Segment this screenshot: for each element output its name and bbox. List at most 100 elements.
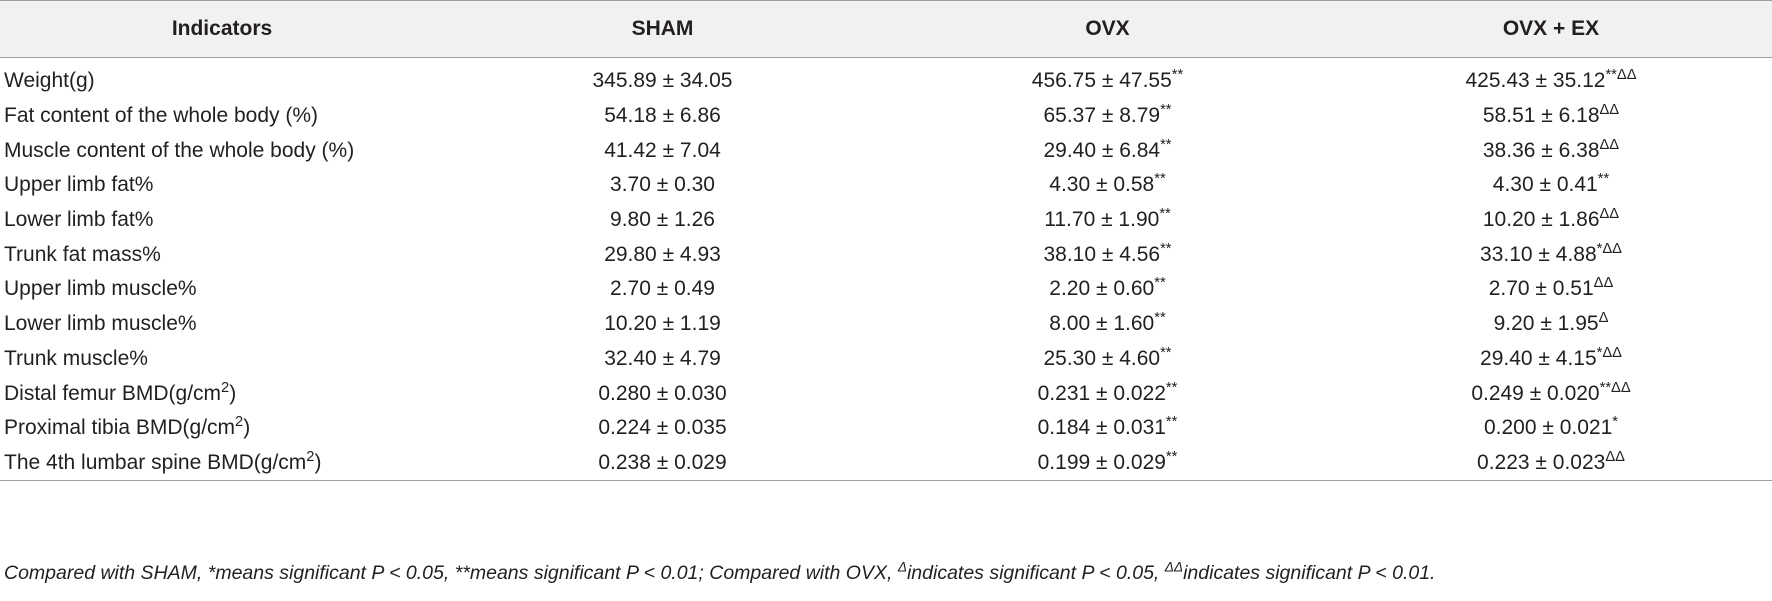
sham-value: 41.42 ± 7.04 <box>604 138 721 162</box>
ovx-ex-value-cell: 0.249 ± 0.020**ΔΔ <box>1330 376 1772 411</box>
sham-value-cell: 345.89 ± 34.05 <box>440 58 885 99</box>
significance-marker: ** <box>1160 136 1172 153</box>
ovx-value-cell: 456.75 ± 47.55** <box>885 58 1330 99</box>
ovx-ex-value-cell: 10.20 ± 1.86ΔΔ <box>1330 203 1772 238</box>
ovx-value: 11.70 ± 1.90 <box>1044 208 1160 232</box>
table-body: Weight(g) 345.89 ± 34.05 456.75 ± 47.55** 4… <box>0 58 1772 482</box>
ovx-ex-value-cell: 4.30 ± 0.41** <box>1330 168 1772 203</box>
column-header-sham: SHAM <box>440 0 885 58</box>
indicator-cell: Fat content of the whole body (%) <box>0 99 440 134</box>
significance-marker: **ΔΔ <box>1605 67 1637 84</box>
ovx-ex-value: 33.10 ± 4.88 <box>1480 242 1597 266</box>
significance-marker: ** <box>1597 171 1610 188</box>
sham-value: 29.80 ± 4.93 <box>604 242 721 266</box>
footnote-text-1: Compared with SHAM, *means significant P… <box>4 562 898 584</box>
ovx-ex-value: 0.200 ± 0.021 <box>1483 416 1613 440</box>
ovx-ex-value-cell: 58.51 ± 6.18ΔΔ <box>1330 99 1772 134</box>
sham-value-cell: 3.70 ± 0.30 <box>440 168 885 203</box>
significance-marker: ΔΔ <box>1593 275 1614 292</box>
table-row: Proximal tibia BMD(g/cm2) 0.224 ± 0.035 0.… <box>0 411 1772 446</box>
indicator-label: Lower limb muscle% <box>4 312 197 336</box>
table-row: Muscle content of the whole body (%) 41.4… <box>0 133 1772 168</box>
indicator-cell: The 4th lumbar spine BMD(g/cm2) <box>0 445 440 482</box>
significance-marker: **ΔΔ <box>1599 379 1631 396</box>
ovx-ex-value-cell: 425.43 ± 35.12**ΔΔ <box>1330 58 1772 99</box>
significance-marker: * <box>1612 414 1618 431</box>
significance-marker: ** <box>1165 379 1178 396</box>
indicator-label: Trunk fat mass% <box>4 242 161 266</box>
column-header-ovx-ex: OVX + EX <box>1330 0 1772 58</box>
header-row: Indicators SHAM OVX OVX + EX <box>0 0 1772 58</box>
sham-value: 0.280 ± 0.030 <box>598 381 727 405</box>
ovx-value-cell: 4.30 ± 0.58** <box>885 168 1330 203</box>
sham-value-cell: 10.20 ± 1.19 <box>440 307 885 342</box>
ovx-value: 0.199 ± 0.029 <box>1037 450 1166 474</box>
indicator-cell: Trunk fat mass% <box>0 237 440 272</box>
indicator-label-tail: ) <box>229 381 237 405</box>
indicator-cell: Weight(g) <box>0 58 440 99</box>
ovx-ex-value: 2.70 ± 0.51 <box>1488 277 1594 301</box>
significance-marker: ** <box>1171 67 1184 84</box>
sham-value-cell: 0.238 ± 0.029 <box>440 445 885 482</box>
sham-value-cell: 0.280 ± 0.030 <box>440 376 885 411</box>
indicator-cell: Proximal tibia BMD(g/cm2) <box>0 411 440 446</box>
indicator-label: The 4th lumbar spine BMD(g/cm <box>4 450 307 474</box>
ovx-value: 456.75 ± 47.55 <box>1031 69 1172 93</box>
table-row: Upper limb fat% 3.70 ± 0.30 4.30 ± 0.58** 4… <box>0 168 1772 203</box>
table-row: Distal femur BMD(g/cm2) 0.280 ± 0.030 0.23… <box>0 376 1772 411</box>
footnote-delta-double: ΔΔ <box>1164 559 1184 575</box>
footnote-text-3: indicates significant P < 0.01. <box>1183 562 1436 584</box>
indicator-label: Fat content of the whole body (%) <box>4 104 319 128</box>
indicator-cell: Trunk muscle% <box>0 342 440 377</box>
ovx-value: 0.184 ± 0.031 <box>1037 416 1166 440</box>
table-row: Lower limb muscle% 10.20 ± 1.19 8.00 ± 1.6… <box>0 307 1772 342</box>
ovx-value: 29.40 ± 6.84 <box>1043 138 1161 162</box>
sham-value: 9.80 ± 1.26 <box>610 208 715 232</box>
table-row: Lower limb fat% 9.80 ± 1.26 11.70 ± 1.90**… <box>0 203 1772 238</box>
significance-marker: ** <box>1159 206 1171 223</box>
ovx-ex-value: 9.20 ± 1.95 <box>1493 312 1599 336</box>
ovx-ex-value-cell: 29.40 ± 4.15*ΔΔ <box>1330 342 1772 377</box>
ovx-ex-value-cell: 0.223 ± 0.023ΔΔ <box>1330 445 1772 482</box>
sham-value: 0.224 ± 0.035 <box>598 416 727 440</box>
indicator-label: Distal femur BMD(g/cm <box>4 381 222 405</box>
significance-marker: *ΔΔ <box>1596 344 1622 361</box>
sham-value-cell: 0.224 ± 0.035 <box>440 411 885 446</box>
table-row: Weight(g) 345.89 ± 34.05 456.75 ± 47.55** 4… <box>0 58 1772 99</box>
significance-marker: ** <box>1160 240 1172 257</box>
ovx-ex-value-cell: 9.20 ± 1.95Δ <box>1330 307 1772 342</box>
sham-value-cell: 2.70 ± 0.49 <box>440 272 885 307</box>
sham-value: 32.40 ± 4.79 <box>604 346 721 370</box>
indicator-unit-exponent: 2 <box>221 379 230 396</box>
ovx-ex-value: 29.40 ± 4.15 <box>1480 346 1597 370</box>
significance-marker: ** <box>1160 344 1172 361</box>
ovx-value-cell: 38.10 ± 4.56** <box>885 237 1330 272</box>
ovx-value-cell: 8.00 ± 1.60** <box>885 307 1330 342</box>
table-row: Fat content of the whole body (%) 54.18 ±… <box>0 99 1772 134</box>
column-header-ovx: OVX <box>885 0 1330 58</box>
ovx-value-cell: 0.231 ± 0.022** <box>885 376 1330 411</box>
ovx-value: 4.30 ± 0.58 <box>1049 173 1155 197</box>
ovx-ex-value: 0.249 ± 0.020 <box>1471 381 1600 405</box>
ovx-ex-value: 4.30 ± 0.41 <box>1492 173 1598 197</box>
significance-marker: ** <box>1154 171 1166 188</box>
ovx-ex-value-cell: 33.10 ± 4.88*ΔΔ <box>1330 237 1772 272</box>
indicator-label: Lower limb fat% <box>4 208 154 232</box>
sham-value-cell: 32.40 ± 4.79 <box>440 342 885 377</box>
table-footnote: Compared with SHAM, *means significant P… <box>4 559 1436 585</box>
ovx-value: 38.10 ± 4.56 <box>1043 242 1161 266</box>
results-table-container: Indicators SHAM OVX OVX + EX Weight(g) 34… <box>0 0 1772 482</box>
indicator-unit-exponent: 2 <box>306 448 315 465</box>
indicator-cell: Upper limb muscle% <box>0 272 440 307</box>
indicator-cell: Muscle content of the whole body (%) <box>0 133 440 168</box>
ovx-value: 8.00 ± 1.60 <box>1049 312 1155 336</box>
ovx-ex-value-cell: 2.70 ± 0.51ΔΔ <box>1330 272 1772 307</box>
significance-marker: *ΔΔ <box>1596 240 1622 257</box>
table-header: Indicators SHAM OVX OVX + EX <box>0 0 1772 58</box>
significance-marker: ** <box>1154 275 1166 292</box>
sham-value-cell: 9.80 ± 1.26 <box>440 203 885 238</box>
ovx-ex-value-cell: 38.36 ± 6.38ΔΔ <box>1330 133 1772 168</box>
ovx-ex-value: 425.43 ± 35.12 <box>1465 69 1606 93</box>
ovx-ex-value: 10.20 ± 1.86 <box>1482 208 1600 232</box>
significance-marker: ΔΔ <box>1599 206 1620 223</box>
